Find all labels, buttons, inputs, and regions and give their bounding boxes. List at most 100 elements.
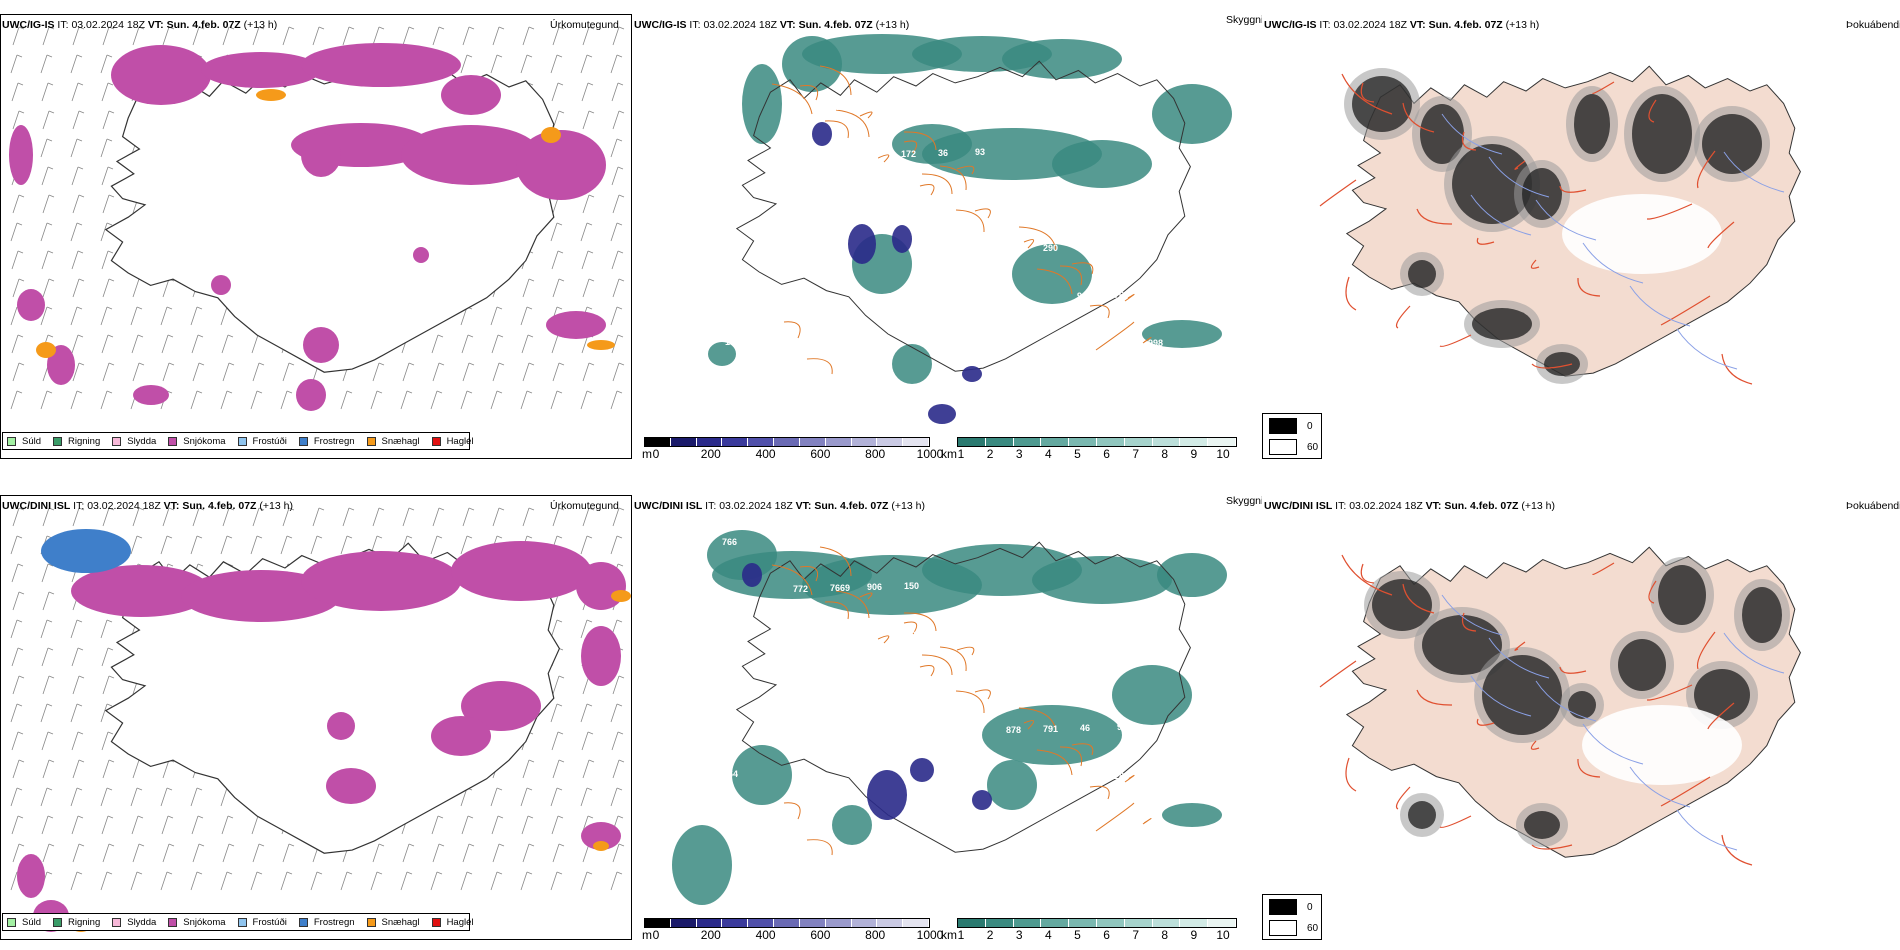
- visibility-value-label: 579: [796, 384, 811, 394]
- snow-area: [301, 133, 341, 177]
- wind-barb-icon: [10, 390, 23, 410]
- wind-barb-icon: [550, 703, 563, 723]
- legend-label: Rigning: [68, 916, 101, 928]
- legend-label: Snjókoma: [183, 916, 226, 928]
- wind-barb-icon: [491, 815, 504, 835]
- road-line: [939, 646, 967, 672]
- road-line: [1095, 802, 1135, 832]
- wind-barb-icon: [462, 843, 475, 863]
- low-ceiling-area: [742, 563, 762, 587]
- panel-title: UWC/DINI ISL IT: 03.02.2024 18Z VT: Sun.…: [2, 500, 293, 512]
- snow-area: [576, 562, 626, 610]
- wind-barb-icon: [10, 54, 23, 74]
- wind-barb-icon: [252, 507, 265, 527]
- wind-barb-icon: [520, 787, 533, 807]
- wind-barb-icon: [402, 362, 415, 382]
- wind-barb-icon: [100, 390, 113, 410]
- wind-barb-icon: [252, 26, 265, 46]
- colorbar-cell: [851, 438, 878, 446]
- wind-barb-icon: [522, 278, 535, 298]
- fog-index-area: [1618, 639, 1666, 691]
- colorbar-cell: [903, 438, 929, 446]
- wind-barb-icon: [522, 26, 535, 46]
- wind-barb-icon: [610, 871, 623, 891]
- wind-barb-icon: [582, 26, 595, 46]
- wind-barb-icon: [432, 26, 445, 46]
- legend-swatch: [168, 917, 178, 927]
- colorbar-cell: [696, 919, 723, 927]
- visibility-value-label: 63: [1117, 241, 1127, 251]
- wind-barb-icon: [100, 787, 113, 807]
- wind-barb-icon: [40, 390, 53, 410]
- wind-barb-icon: [402, 507, 415, 527]
- colorbar-tick-label: 9: [1190, 928, 1198, 942]
- wind-barb-icon: [460, 535, 473, 555]
- field-name: Úrkomutegund: [550, 500, 619, 512]
- colorbar-cell: [748, 438, 775, 446]
- wind-barb-icon: [12, 843, 25, 863]
- wind-barb-icon: [520, 306, 533, 326]
- low-visibility-area: [1152, 84, 1232, 144]
- wind-barb-icon: [72, 194, 85, 214]
- fog-index-map: [1319, 65, 1801, 385]
- visibility-value-label: 93: [975, 147, 985, 157]
- wind-barb-icon: [490, 390, 503, 410]
- wind-barb-icon: [42, 675, 55, 695]
- colorbar-unit: km: [941, 447, 957, 461]
- legend-swatch: [431, 436, 441, 446]
- road-line: [1124, 293, 1135, 302]
- it-label: IT:: [705, 500, 717, 512]
- it-label: IT:: [1319, 19, 1331, 31]
- wind-barb-icon: [581, 731, 594, 751]
- wind-barb-icon: [102, 759, 115, 779]
- road-line: [824, 601, 849, 620]
- legend-label: Frostregn: [313, 435, 355, 447]
- fog-index-area: [1658, 565, 1706, 625]
- vt-label: VT:: [147, 19, 164, 31]
- colorbar-cell: [1096, 919, 1125, 927]
- wind-barb-icon: [550, 871, 563, 891]
- wind-barb-icon: [72, 278, 85, 298]
- snow-area: [301, 43, 461, 87]
- wind-barb-icon: [11, 82, 24, 102]
- road-line: [806, 839, 833, 856]
- vt-value: Sun. 4.feb. 07Z: [182, 500, 257, 512]
- road-line: [783, 802, 801, 820]
- legend-item: Slydda: [112, 917, 156, 928]
- river-line: [1723, 151, 1785, 193]
- wind-barb-icon: [160, 787, 173, 807]
- wind-barb-icon: [132, 759, 145, 779]
- colorbar-cells: [644, 437, 930, 447]
- legend-label: Haglél: [446, 916, 474, 928]
- road-line: [921, 173, 953, 195]
- fog-legend-item: 60: [1269, 439, 1318, 455]
- colorbar-tick-label: 8: [1161, 447, 1169, 461]
- low-visibility-area: [1012, 244, 1092, 304]
- wind-barb-icon: [162, 843, 175, 863]
- wind-barb-icon: [220, 390, 233, 410]
- road-line: [1341, 554, 1393, 596]
- wind-barb-icon: [612, 843, 625, 863]
- legend-swatch: [366, 436, 376, 446]
- wind-barb-icon: [190, 306, 203, 326]
- precip-legend: Súld Rigning Slydda Snjókoma Frostúði Frostre…: [2, 913, 474, 931]
- legend-swatch: [237, 436, 247, 446]
- legend-item: Snæhagl: [366, 436, 420, 447]
- colorbar-cell: [1069, 438, 1097, 446]
- road-line: [1059, 265, 1083, 286]
- wind-barb-icon: [551, 82, 564, 102]
- wind-barb-icon: [132, 507, 145, 527]
- colorbar-cell: [903, 919, 929, 927]
- colorbar-cell: [985, 438, 1014, 446]
- visibility-value-label: 150: [904, 581, 919, 591]
- wind-barb-icon: [250, 871, 263, 891]
- wind-barb-icon: [102, 194, 115, 214]
- road-line: [1696, 150, 1716, 189]
- colorbar-tick-label: 7: [1132, 928, 1139, 942]
- fog-index-area: [1422, 615, 1502, 675]
- wind-barb-icon: [550, 222, 563, 242]
- road-line: [1402, 102, 1435, 133]
- colorbar-tick-label: 3: [1015, 447, 1023, 461]
- snow-area: [516, 130, 606, 200]
- wind-barb-icon: [280, 390, 293, 410]
